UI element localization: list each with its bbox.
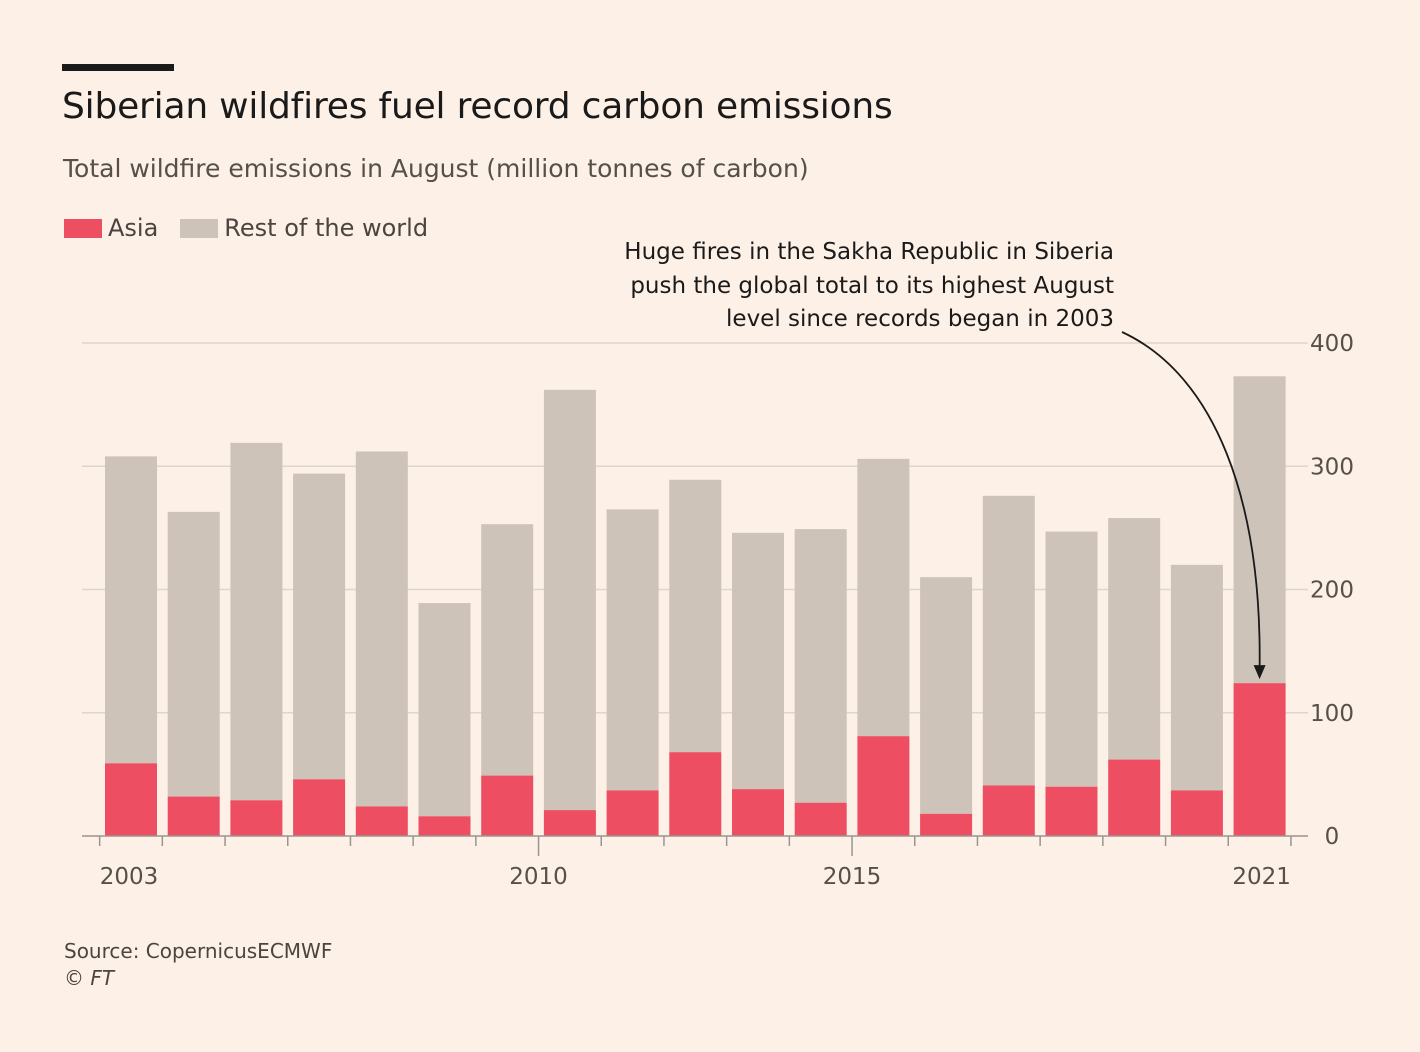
bar-rest-2019 [1108, 518, 1161, 760]
bar-asia-2003 [105, 763, 157, 836]
bar-rest-2007 [355, 451, 408, 807]
copyright: © FT [64, 966, 115, 990]
annotation-line-3: level since records began in 2003 [726, 306, 1114, 332]
legend-item-asia: Asia [64, 214, 158, 242]
bar-asia-2015 [857, 736, 910, 836]
x-axis: 2003 2010 2015 2021 [82, 835, 1308, 890]
bar-rest-2020 [1170, 564, 1223, 791]
bar-asia-2008 [418, 816, 471, 836]
legend-label-rest: Rest of the world [224, 214, 429, 242]
legend-swatch-rest [180, 218, 219, 238]
bar-asia-2013 [732, 789, 784, 836]
bar-asia-2010 [543, 810, 596, 836]
annotation-arrow [1121, 331, 1266, 680]
x-tick-label-2021: 2021 [1232, 864, 1291, 890]
bar-asia-2006 [293, 779, 346, 836]
chart-subtitle: Total wildfire emissions in August (mill… [63, 154, 809, 183]
legend-swatch-asia [64, 218, 102, 238]
legend-label-asia: Asia [108, 214, 159, 242]
bar-rest-2018 [1045, 531, 1098, 787]
legend-item-rest: Rest of the world [180, 214, 428, 242]
y-tick-label-300: 300 [1310, 454, 1354, 480]
y-axis-labels: 0 100 200 300 400 [1310, 331, 1354, 850]
bar-asia-2016 [920, 813, 973, 836]
source-text: Source: CopernicusECMWF [64, 939, 333, 963]
y-tick-label-400: 400 [1310, 331, 1354, 357]
bar-rest-2017 [982, 495, 1035, 786]
bar-rest-2014 [794, 529, 847, 803]
legend: Asia Rest of the world [64, 214, 450, 242]
source-note: Source: CopernicusECMWF © FT [64, 938, 332, 992]
bar-asia-2014 [794, 802, 847, 836]
bar-rest-2005 [230, 442, 283, 801]
bar-rest-2010 [543, 389, 596, 811]
annotation-line-2: push the global total to its highest Aug… [630, 272, 1114, 299]
bar-rest-2004 [167, 511, 220, 797]
bar-rest-2015 [857, 458, 910, 737]
bar-rest-2016 [920, 577, 973, 814]
annotation-line-1: Huge fires in the Sakha Republic in Sibe… [624, 239, 1114, 265]
y-tick-label-200: 200 [1310, 578, 1354, 604]
x-tick-label-2015: 2015 [823, 864, 882, 890]
bar-rest-2012 [669, 479, 722, 753]
y-tick-label-0: 0 [1325, 824, 1340, 850]
bar-rest-2011 [606, 509, 659, 791]
bar-asia-2009 [481, 775, 534, 836]
bar-asia-2021 [1233, 683, 1286, 836]
annotation: Huge fires in the Sakha Republic in Sibe… [560, 236, 1114, 337]
bar-asia-2004 [167, 796, 220, 836]
annotation-arrow-head [1253, 665, 1266, 680]
title-rule [62, 64, 174, 71]
bar-rest-2008 [418, 603, 471, 817]
bar-rest-2009 [481, 524, 534, 776]
bars [105, 376, 1286, 836]
bar-asia-2012 [669, 752, 722, 836]
y-tick-label-100: 100 [1310, 701, 1354, 727]
bar-asia-2019 [1108, 759, 1161, 836]
bar-rest-2006 [293, 473, 346, 780]
bar-asia-2018 [1045, 786, 1098, 836]
bar-asia-2020 [1170, 790, 1223, 836]
x-tick-label-2003: 2003 [100, 864, 159, 890]
bar-rest-2013 [732, 532, 784, 790]
bar-asia-2005 [230, 800, 283, 836]
annotation-arrow-line [1121, 331, 1261, 670]
bar-asia-2017 [982, 785, 1035, 836]
bar-rest-2003 [105, 456, 157, 764]
bar-asia-2011 [606, 790, 659, 836]
bar-asia-2007 [355, 806, 408, 836]
x-tick-label-2010: 2010 [509, 864, 568, 890]
chart-title: Siberian wildfires fuel record carbon em… [62, 86, 893, 127]
